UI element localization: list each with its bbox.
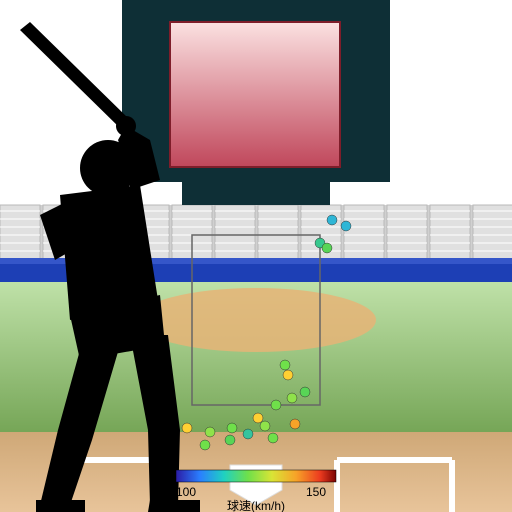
pitch-marker [341, 221, 351, 231]
pitch-marker [260, 421, 270, 431]
pitch-marker [280, 360, 290, 370]
pitch-marker [268, 433, 278, 443]
pitch-marker [322, 243, 332, 253]
colorbar-tick: 150 [306, 485, 326, 499]
pitch-marker [182, 423, 192, 433]
pitch-marker [243, 429, 253, 439]
colorbar-tick: 100 [176, 485, 196, 499]
pitch-marker [290, 419, 300, 429]
scoreboard [122, 0, 390, 205]
pitch-marker [283, 370, 293, 380]
pitch-marker [287, 393, 297, 403]
colorbar-label: 球速(km/h) [227, 499, 285, 512]
pitch-marker [227, 423, 237, 433]
pitch-marker [200, 440, 210, 450]
pitch-marker [300, 387, 310, 397]
pitch-marker [271, 400, 281, 410]
pitch-marker [225, 435, 235, 445]
pitch-marker [327, 215, 337, 225]
pitch-marker [205, 427, 215, 437]
pitch-location-chart: 100 150 球速(km/h) [0, 0, 512, 512]
pitch-marker [253, 413, 263, 423]
